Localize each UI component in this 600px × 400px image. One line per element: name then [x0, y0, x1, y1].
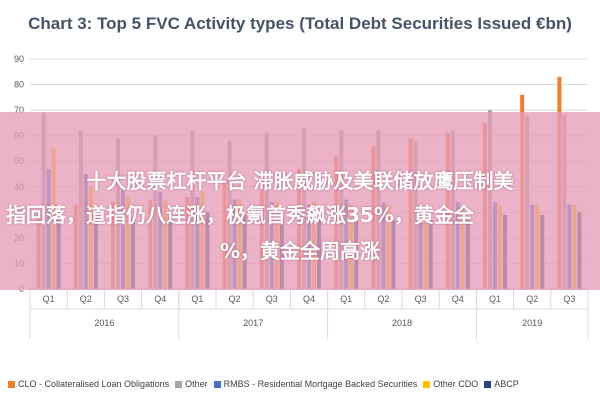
chart-legend: CLO - Collateralised Loan Obligations Oth… [8, 376, 598, 392]
y-tick-label: 70 [14, 105, 24, 115]
x-tick-label: Q1 [191, 294, 203, 304]
legend-item: Other [175, 379, 208, 389]
legend-label: CLO - Collateralised Loan Obligations [18, 379, 170, 389]
legend-label: Other CDO [433, 379, 479, 389]
x-tick-label: Q4 [303, 294, 315, 304]
x-tick-label: Q2 [229, 294, 241, 304]
x-tick-label: Q1 [489, 294, 501, 304]
x-tick-label: Q2 [377, 294, 389, 304]
legend-label: RMBS - Residential Mortgage Backed Secur… [223, 379, 418, 389]
x-tick-label: Q3 [117, 294, 129, 304]
overlay-banner [0, 112, 600, 290]
y-tick-label: 80 [14, 80, 24, 90]
legend-swatch [8, 380, 15, 388]
x-tick-label: Q2 [80, 294, 92, 304]
banner-headline-line-2: 指回落，道指仍八连涨，极氪首秀飙涨35%，黄金全 [6, 203, 474, 227]
legend-item: ABCP [484, 379, 519, 389]
x-tick-label: Q1 [340, 294, 352, 304]
legend-label: Other [185, 379, 208, 389]
year-group-label: 2016 [94, 318, 114, 328]
legend-swatch [213, 380, 221, 388]
x-tick-label: Q4 [452, 294, 464, 304]
legend-swatch [423, 380, 431, 388]
legend-item: Other CDO [423, 379, 478, 389]
banner-headline-line-1: 十大股票杠杆平台 滞胀威胁及美联储放鹰压制美 [86, 169, 514, 193]
legend-swatch [175, 380, 183, 388]
x-tick-label: Q4 [154, 294, 166, 304]
year-group-label: 2017 [243, 318, 263, 328]
x-tick-label: Q2 [526, 294, 538, 304]
x-tick-label: Q3 [266, 294, 278, 304]
x-tick-label: Q3 [415, 294, 427, 304]
year-group-label: 2018 [392, 318, 412, 328]
legend-label: ABCP [494, 379, 519, 389]
y-tick-label: 90 [14, 54, 24, 64]
x-tick-label: Q1 [43, 294, 55, 304]
x-tick-label: Q3 [563, 294, 575, 304]
year-group-label: 2019 [522, 318, 542, 328]
legend-item: CLO - Collateralised Loan Obligations [8, 379, 169, 389]
legend-swatch [484, 380, 492, 388]
chart-title: Chart 3: Top 5 FVC Activity types (Total… [28, 14, 572, 33]
banner-headline-line-3: %，黄金全周高涨 [219, 239, 381, 263]
legend-item: RMBS - Residential Mortgage Backed Secur… [213, 379, 418, 389]
